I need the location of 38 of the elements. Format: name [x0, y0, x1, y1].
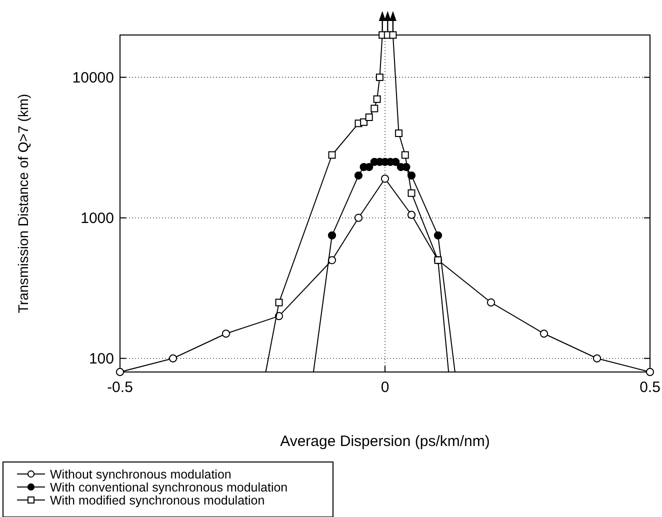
point [434, 256, 442, 264]
point [401, 151, 409, 159]
legend-label: With conventional synchronous modulation [50, 480, 288, 494]
x-tick-label: 0 [380, 379, 390, 396]
point [354, 171, 363, 180]
point [222, 330, 230, 338]
point [380, 174, 390, 183]
point [376, 74, 384, 82]
x-tick-label: -0.5 [107, 379, 133, 396]
point [407, 210, 416, 219]
y-axis-title: Transmission Distance of Q>7 (km) [15, 94, 31, 314]
point [407, 171, 416, 180]
point [373, 95, 381, 103]
point [328, 231, 336, 240]
point [392, 158, 400, 166]
point [360, 118, 368, 126]
point [370, 104, 378, 112]
y-tick-label: 10000 [72, 70, 114, 87]
point [328, 256, 336, 264]
y-tick-label: 100 [88, 350, 114, 368]
point [354, 214, 363, 222]
point [395, 129, 403, 137]
legend-label: With modified synchronous modulation [50, 493, 265, 508]
point [275, 298, 283, 306]
x-axis-title: Average Dispersion (ps/km/nm) [280, 433, 490, 450]
y-tick-label: 1000 [80, 210, 114, 228]
point [486, 298, 496, 307]
point [389, 31, 397, 39]
point [434, 231, 442, 240]
point [408, 189, 416, 197]
point [540, 330, 548, 338]
point [592, 354, 602, 362]
point [365, 113, 373, 121]
point [168, 354, 178, 362]
point [116, 368, 124, 376]
x-tick-label: 0.5 [640, 379, 660, 396]
legend-label: Without synchronous modulation [50, 467, 232, 482]
point [646, 368, 654, 376]
